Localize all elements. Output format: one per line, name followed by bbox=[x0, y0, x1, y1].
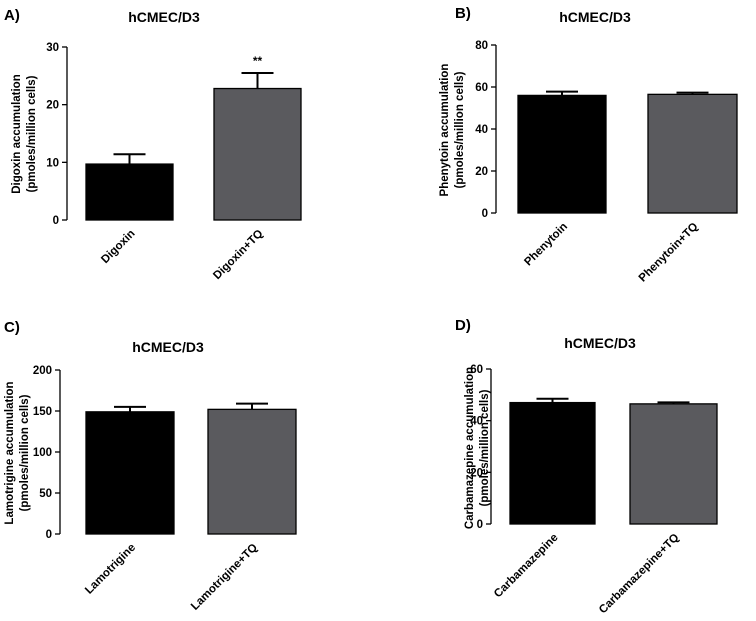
panel-label: B) bbox=[455, 5, 471, 22]
y-tick-label: 40 bbox=[470, 416, 483, 428]
x-tick-label: Phenytoin bbox=[522, 221, 570, 269]
y-axis-label-units: (pmoles/million cells) bbox=[454, 71, 466, 188]
chart-title: hCMEC/D3 bbox=[128, 9, 200, 25]
y-tick-label: 0 bbox=[46, 529, 52, 541]
panel-label: A) bbox=[4, 7, 20, 24]
y-axis-label-units: (pmoles/million cells) bbox=[26, 75, 38, 192]
panel-label: D) bbox=[455, 317, 471, 334]
bar bbox=[207, 408, 297, 535]
bar bbox=[647, 93, 738, 214]
x-tick-label: Digoxin bbox=[99, 228, 137, 266]
x-tick-label: Phenytoin+TQ bbox=[637, 221, 701, 285]
y-axis-label: Lamotrigine accumulation bbox=[4, 381, 16, 524]
y-tick-label: 60 bbox=[470, 364, 483, 376]
bar bbox=[629, 403, 718, 525]
y-tick-label: 100 bbox=[33, 447, 52, 459]
bar bbox=[85, 163, 174, 221]
panel-c: C) hCMEC/D3 Lamotrigine accumulation (pmole… bbox=[4, 319, 297, 613]
x-tick-label: Carbamazepine bbox=[492, 532, 561, 601]
chart-title: hCMEC/D3 bbox=[564, 335, 636, 351]
panel-b: B) hCMEC/D3 Phenytoin accumulation (pmoles/… bbox=[439, 5, 738, 285]
x-tick-label: Digoxin+TQ bbox=[211, 228, 265, 282]
y-tick-label: 20 bbox=[475, 166, 488, 178]
y-axis-label: Carbamazepine accumulation bbox=[464, 367, 476, 529]
panel-d: D) hCMEC/D3 Carbamazepine accumulation (pmo… bbox=[455, 317, 718, 617]
y-tick-label: 60 bbox=[475, 82, 488, 94]
y-axis-label: Phenytoin accumulation bbox=[439, 64, 451, 197]
y-axis-label: Digoxin accumulation bbox=[11, 74, 23, 194]
y-tick-label: 20 bbox=[470, 467, 483, 479]
significance-label: ** bbox=[253, 54, 263, 68]
y-tick-label: 50 bbox=[39, 488, 52, 500]
y-axis-label-units: (pmoles/million cells) bbox=[479, 389, 491, 506]
bar bbox=[213, 87, 302, 221]
y-tick-label: 30 bbox=[46, 42, 59, 54]
panel-label: C) bbox=[4, 319, 20, 336]
y-tick-label: 0 bbox=[53, 215, 59, 227]
y-tick-label: 0 bbox=[477, 519, 483, 531]
bar bbox=[517, 94, 607, 214]
chart-title: hCMEC/D3 bbox=[132, 339, 204, 355]
y-axis-label-units: (pmoles/million cells) bbox=[19, 394, 31, 511]
y-tick-label: 40 bbox=[475, 124, 488, 136]
panel-a: A) hCMEC/D3 Digoxin accumulation (pmoles/mi… bbox=[4, 7, 302, 282]
x-tick-label: Carbamazepine+TQ bbox=[597, 532, 682, 617]
bar bbox=[85, 411, 175, 535]
y-tick-label: 200 bbox=[33, 365, 52, 377]
x-tick-label: Lamotrigine bbox=[83, 542, 138, 597]
chart-title: hCMEC/D3 bbox=[559, 9, 631, 25]
y-tick-label: 80 bbox=[475, 40, 488, 52]
y-tick-label: 10 bbox=[46, 157, 59, 169]
bar bbox=[509, 401, 596, 525]
y-tick-label: 150 bbox=[33, 406, 52, 418]
y-tick-label: 20 bbox=[46, 100, 59, 112]
y-tick-label: 0 bbox=[482, 208, 488, 220]
x-tick-label: Lamotrigine+TQ bbox=[189, 542, 260, 613]
